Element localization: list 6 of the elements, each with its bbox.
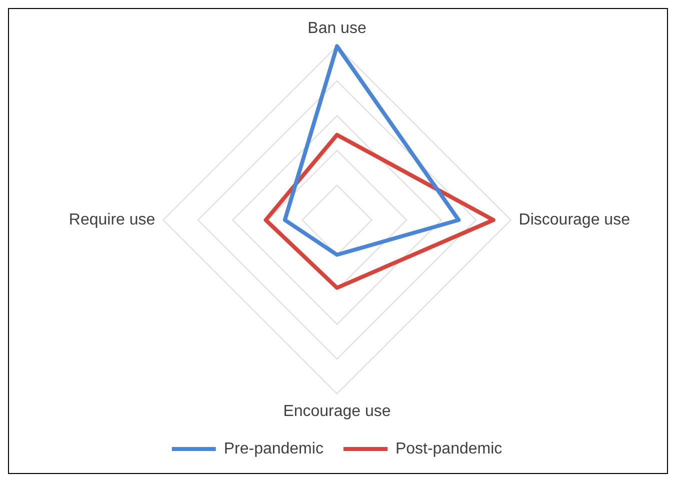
legend-label: Post-pandemic bbox=[395, 440, 502, 458]
spoke-label: Require use bbox=[68, 211, 156, 228]
spoke-label: Ban use bbox=[308, 20, 366, 38]
spoke-label: Discourage use bbox=[518, 211, 630, 228]
spoke-label: Encourage use bbox=[283, 402, 391, 420]
legend-label: Pre-pandemic bbox=[224, 440, 324, 458]
